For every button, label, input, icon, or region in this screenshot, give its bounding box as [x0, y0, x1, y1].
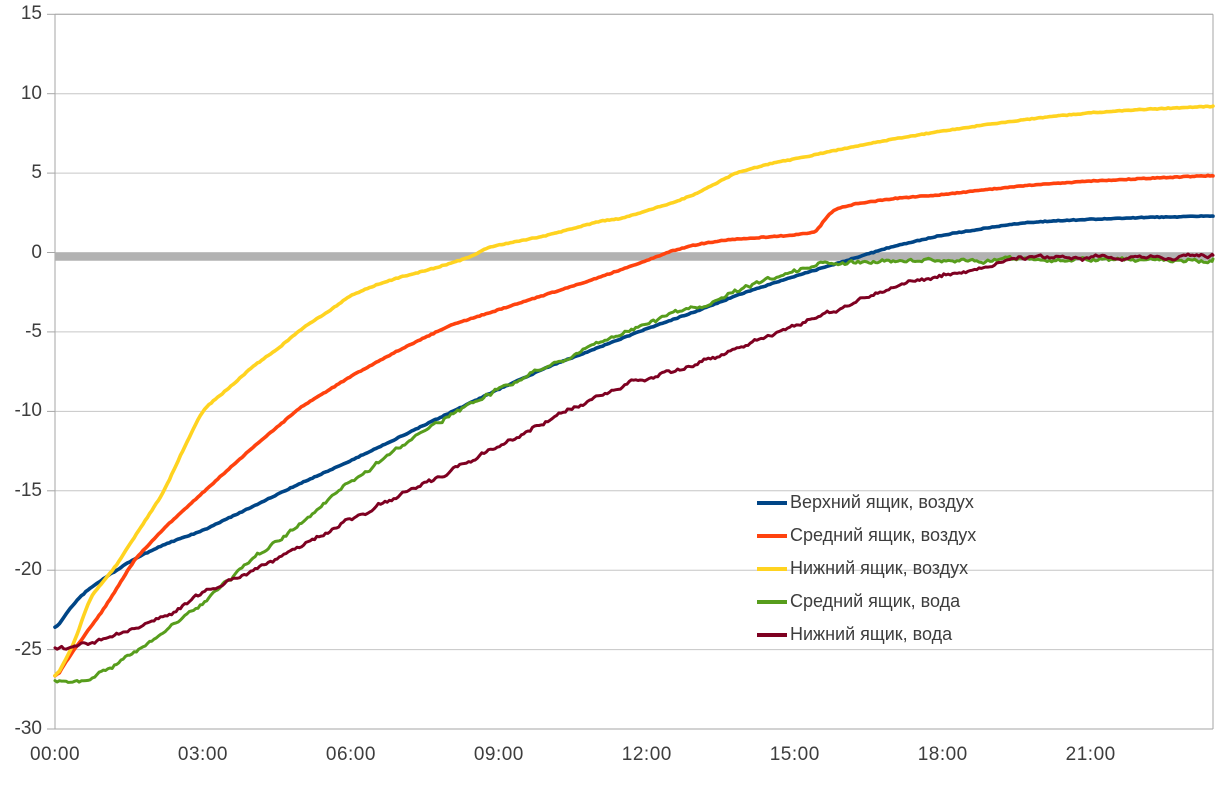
- legend-item-bottom-box-water: Нижний ящик, вода: [757, 618, 976, 651]
- legend-line-swatch-icon: [757, 533, 787, 538]
- series-line-top-box-air: [53, 214, 1215, 629]
- legend-label: Средний ящик, вода: [790, 591, 961, 611]
- series-line-bottom-box-water: [53, 252, 1215, 651]
- legend-label: Верхний ящик, воздух: [790, 492, 974, 512]
- legend-item-middle-box-water: Средний ящик, вода: [757, 585, 976, 618]
- legend-label: Нижний ящик, вода: [790, 624, 953, 644]
- legend-label: Нижний ящик, воздух: [790, 558, 969, 578]
- series-line-bottom-box-air: [53, 104, 1215, 678]
- series-line-middle-box-air: [53, 173, 1215, 678]
- legend-item-bottom-box-air: Нижний ящик, воздух: [757, 552, 976, 585]
- legend-line-swatch-icon: [757, 632, 787, 637]
- legend-item-middle-box-air: Средний ящик, воздух: [757, 519, 976, 552]
- legend-line-swatch-icon: [757, 500, 787, 505]
- legend-line-swatch-icon: [757, 566, 787, 571]
- chart-legend: Верхний ящик, воздух Средний ящик, воздух…: [757, 486, 976, 651]
- legend-line-swatch-icon: [757, 599, 787, 604]
- legend-label: Средний ящик, воздух: [790, 525, 977, 545]
- legend-item-top-box-air: Верхний ящик, воздух: [757, 486, 976, 519]
